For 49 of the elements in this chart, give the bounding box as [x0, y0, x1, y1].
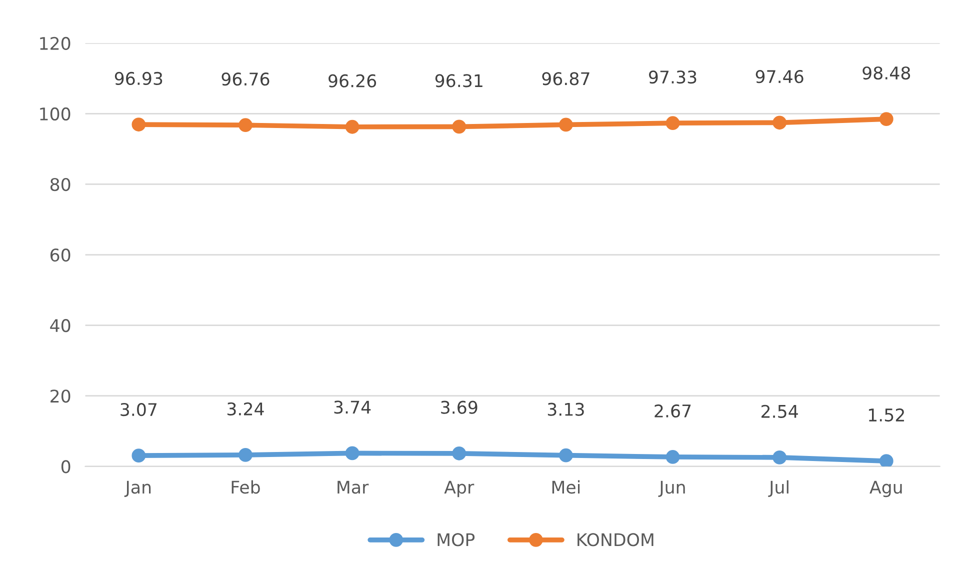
point [772, 450, 787, 464]
data-label: 2.54 [762, 404, 798, 418]
x-tick-label: Mar [338, 480, 369, 494]
legend-label: MOP [438, 533, 475, 546]
x-tick-label: Feb [232, 480, 260, 494]
x-tick-label: Apr [444, 480, 474, 498]
point [879, 454, 894, 466]
y-tick-label: 0 [61, 460, 70, 474]
point [132, 448, 146, 463]
point [879, 112, 894, 126]
point [345, 446, 360, 460]
x-tick-label: Jun [658, 480, 685, 497]
data-label: 96.87 [542, 72, 590, 86]
data-label: 96.26 [328, 74, 376, 88]
data-label: 96.31 [435, 74, 482, 88]
y-tick-label: 80 [50, 178, 70, 192]
data-label: 3.69 [441, 400, 478, 414]
point [666, 116, 680, 130]
point [132, 118, 146, 132]
point [452, 120, 466, 134]
y-tick-label: 40 [50, 319, 70, 332]
data-label: 1.52 [868, 408, 904, 422]
data-label: 97.33 [649, 70, 696, 84]
data-label: 3.74 [334, 400, 371, 414]
data-label: 3.24 [227, 402, 264, 416]
data-label: 98.48 [862, 66, 910, 80]
point [558, 448, 573, 462]
data-label: 97.46 [756, 70, 804, 84]
data-label: 3.13 [548, 402, 584, 416]
x-tick-label: Jan [124, 480, 151, 497]
y-tick-label: 100 [40, 107, 70, 121]
data-label: 2.67 [654, 404, 691, 418]
point [238, 118, 252, 132]
x-tick-label: Jul [768, 480, 788, 497]
data-label: 3.07 [120, 402, 157, 416]
point [452, 446, 466, 460]
y-tick-label: 20 [50, 390, 70, 403]
legend-label: KONDOM [578, 533, 654, 546]
point [772, 116, 787, 130]
y-tick-label: 60 [50, 248, 70, 262]
data-label: 96.93 [114, 72, 162, 86]
point [558, 118, 573, 132]
data-label: 96.76 [222, 72, 270, 86]
x-tick-label: Agu [870, 480, 902, 498]
point [238, 448, 252, 462]
point [345, 120, 360, 134]
point [666, 450, 680, 464]
y-tick-label: 120 [40, 36, 70, 50]
x-tick-label: Mei [552, 480, 580, 494]
